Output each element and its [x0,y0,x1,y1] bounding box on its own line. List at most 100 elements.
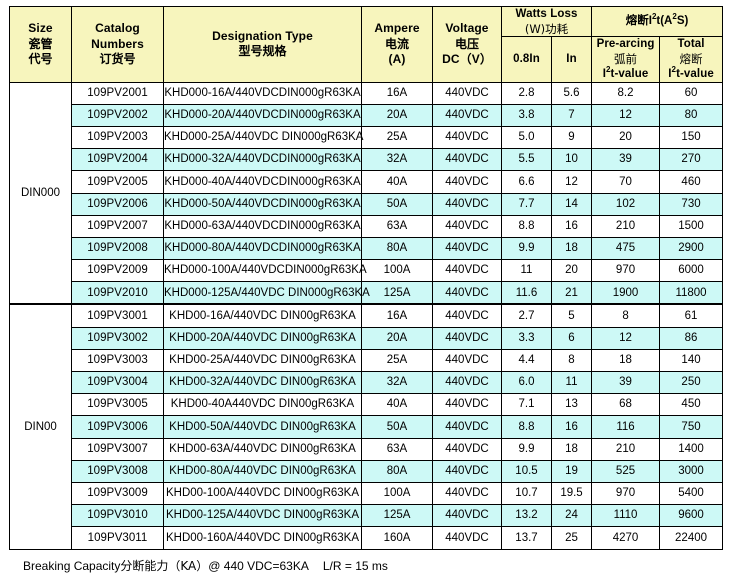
col-header-voltage-unit: DC（V） [442,51,492,66]
cell-watts-in: 19.5 [550,481,593,506]
cell-catalog: 109PV3008 [71,459,164,483]
footnote-part3: @ 440 VDC=63KA [208,558,309,573]
cell-total: 5400 [659,481,724,506]
cell-watts-08in: 5.5 [501,148,552,172]
col-header-total: Total 熔断 I2t-value [659,36,724,83]
table-row: 109PV3009 KHD00-100A/440VDC DIN00gR63KA 10… [10,481,724,506]
cell-catalog: 109PV2005 [71,170,164,194]
header-row-1: Size 瓷管 代号 Catalog Numbers 订货号 Designati… [9,5,724,83]
fuse-specification-table: Size 瓷管 代号 Catalog Numbers 订货号 Designati… [9,5,724,550]
col-header-designation-en: Designation Type [212,28,313,43]
col-header-ampere-cn: 电流 [384,36,409,51]
cell-catalog: 109PV3004 [71,371,164,395]
cell-watts-in: 16 [550,415,593,439]
table-row: 109PV2002 KHD000-20A/440VDCDIN000gR63KA 20… [10,103,724,127]
col-header-i2t-label: 熔断I2t(A2S) [592,12,722,29]
col-header-voltage-cn: 电压 [454,36,479,51]
breaking-capacity-footnote: Breaking Capacity分断能力（KA）@ 440 VDC=63KA L… [9,557,722,574]
header-row-2: 0.8In In Pre-arcing 弧前 I2t-value Total 熔… [10,36,724,83]
i2t-exp2: 2 [672,12,677,22]
cell-total: 1500 [659,214,724,238]
footnote-part2: 分断能力（KA） [120,558,209,573]
cell-ampere: 50A [361,415,433,439]
cell-watts-08in: 13.2 [501,504,552,528]
table-row: 109PV2003 KHD000-25A/440VDC DIN000gR63KA 2… [10,125,724,150]
cell-voltage: 440VDC [432,326,502,350]
col-header-catalog-en1: Catalog [95,21,140,36]
table-row: DIN00 109PV3001 KHD00-16A/440VDC DIN00gR63… [9,303,724,550]
cell-watts-08in: 7.7 [501,192,552,216]
cell-designation: KHD00-100A/440VDC DIN00gR63KA [163,481,362,506]
col-header-catalog-en2: Numbers [91,36,144,51]
table-row: 109PV3007 KHD00-63A/440VDC DIN00gR63KA 63A… [10,437,724,461]
cell-total: 86 [659,326,724,350]
table-row: 109PV2005 KHD000-40A/440VDCDIN000gR63KA 40… [10,170,724,194]
col-header-watts-loss-en: Watts Loss [515,8,578,20]
col-header-total-en: Total [677,38,705,51]
cell-total: 150 [659,125,724,150]
col-header-catalog-cn: 订货号 [99,51,136,66]
cell-catalog: 109PV3010 [71,504,164,528]
cell-total: 11800 [659,281,724,306]
cell-catalog: 109PV3001 [71,303,164,328]
cell-watts-08in: 2.7 [501,303,552,328]
cell-voltage: 440VDC [432,459,502,483]
cell-prearcing: 525 [591,459,661,483]
size-group-label: DIN00 [24,420,57,433]
col-header-watts-in-label: In [566,53,577,66]
cell-total: 730 [659,192,724,216]
cell-catalog: 109PV2006 [71,192,164,216]
col-header-watts-loss: Watts Loss (W)功耗 [500,5,593,38]
col-header-voltage: Voltage 电压 DC（V） [432,6,502,83]
cell-voltage: 440VDC [432,281,502,306]
cell-total: 1400 [659,437,724,461]
cell-voltage: 440VDC [432,526,502,550]
cell-designation: KHD00-63A/440VDC DIN00gR63KA [163,437,362,461]
cell-catalog: 109PV2010 [71,281,164,306]
cell-total: 60 [659,81,724,105]
cell-catalog: 109PV3009 [71,481,164,506]
cell-voltage: 440VDC [432,170,502,194]
cell-ampere: 32A [361,148,433,172]
cell-watts-in: 16 [550,214,593,238]
cell-voltage: 440VDC [432,481,502,506]
cell-prearcing: 116 [591,415,661,439]
cell-watts-08in: 9.9 [501,437,552,461]
cell-designation: KHD000-32A/440VDCDIN000gR63KA [163,148,362,172]
prearcing-i: I [602,67,606,80]
cell-prearcing: 475 [591,236,661,261]
cell-ampere: 100A [361,481,433,506]
cell-total: 140 [659,348,724,373]
cell-designation: KHD000-63A/440VDCDIN000gR63KA [163,214,362,238]
cell-total: 270 [659,148,724,172]
table-row: 109PV3003 KHD00-25A/440VDC DIN00gR63KA 25A… [10,348,724,373]
cell-watts-in: 13 [550,393,593,417]
cell-designation: KHD000-40A/440VDCDIN000gR63KA [163,170,362,194]
cell-watts-in: 5.6 [550,81,593,105]
cell-prearcing: 210 [591,214,661,238]
i2t-t: t(A [656,15,673,28]
col-header-voltage-en: Voltage [445,21,489,36]
cell-designation: KHD000-125A/440VDC DIN000gR63KA [163,281,370,306]
cell-designation: KHD000-16A/440VDCDIN000gR63KA [163,81,362,105]
cell-catalog: 109PV3011 [71,526,164,550]
col-header-ampere-unit: (A) [388,51,406,66]
footnote-part4: L/R = 15 ms [322,558,388,573]
col-header-size-cn2: 代号 [28,51,53,66]
cell-ampere: 16A [361,81,433,105]
cell-voltage: 440VDC [432,303,502,328]
prearcing-exp: 2 [605,65,611,75]
cell-voltage: 440VDC [432,348,502,373]
total-i: I [668,67,672,80]
cell-catalog: 109PV2001 [71,81,164,105]
col-header-ampere: Ampere 电流 (A) [361,6,433,83]
cell-ampere: 20A [361,103,433,127]
cell-voltage: 440VDC [432,504,502,528]
cell-prearcing: 12 [591,103,661,127]
cell-total: 9600 [659,504,724,528]
table-row: DIN000 109PV2001 KHD000-16A/440VDCDIN000gR… [9,81,724,305]
cell-watts-08in: 11.6 [501,281,552,306]
cell-designation: KHD000-50A/440VDCDIN000gR63KA [163,192,362,216]
i2t-cn: 熔断 [625,15,649,28]
